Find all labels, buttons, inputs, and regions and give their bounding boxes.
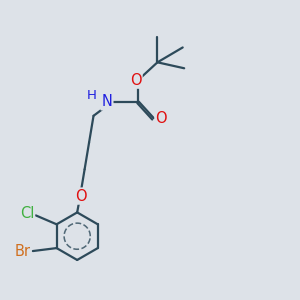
Text: H: H [87,88,97,101]
Text: O: O [75,189,87,204]
Text: Cl: Cl [20,206,34,221]
Text: O: O [155,111,167,126]
Text: N: N [101,94,112,109]
Text: Br: Br [14,244,30,259]
Text: O: O [130,73,142,88]
